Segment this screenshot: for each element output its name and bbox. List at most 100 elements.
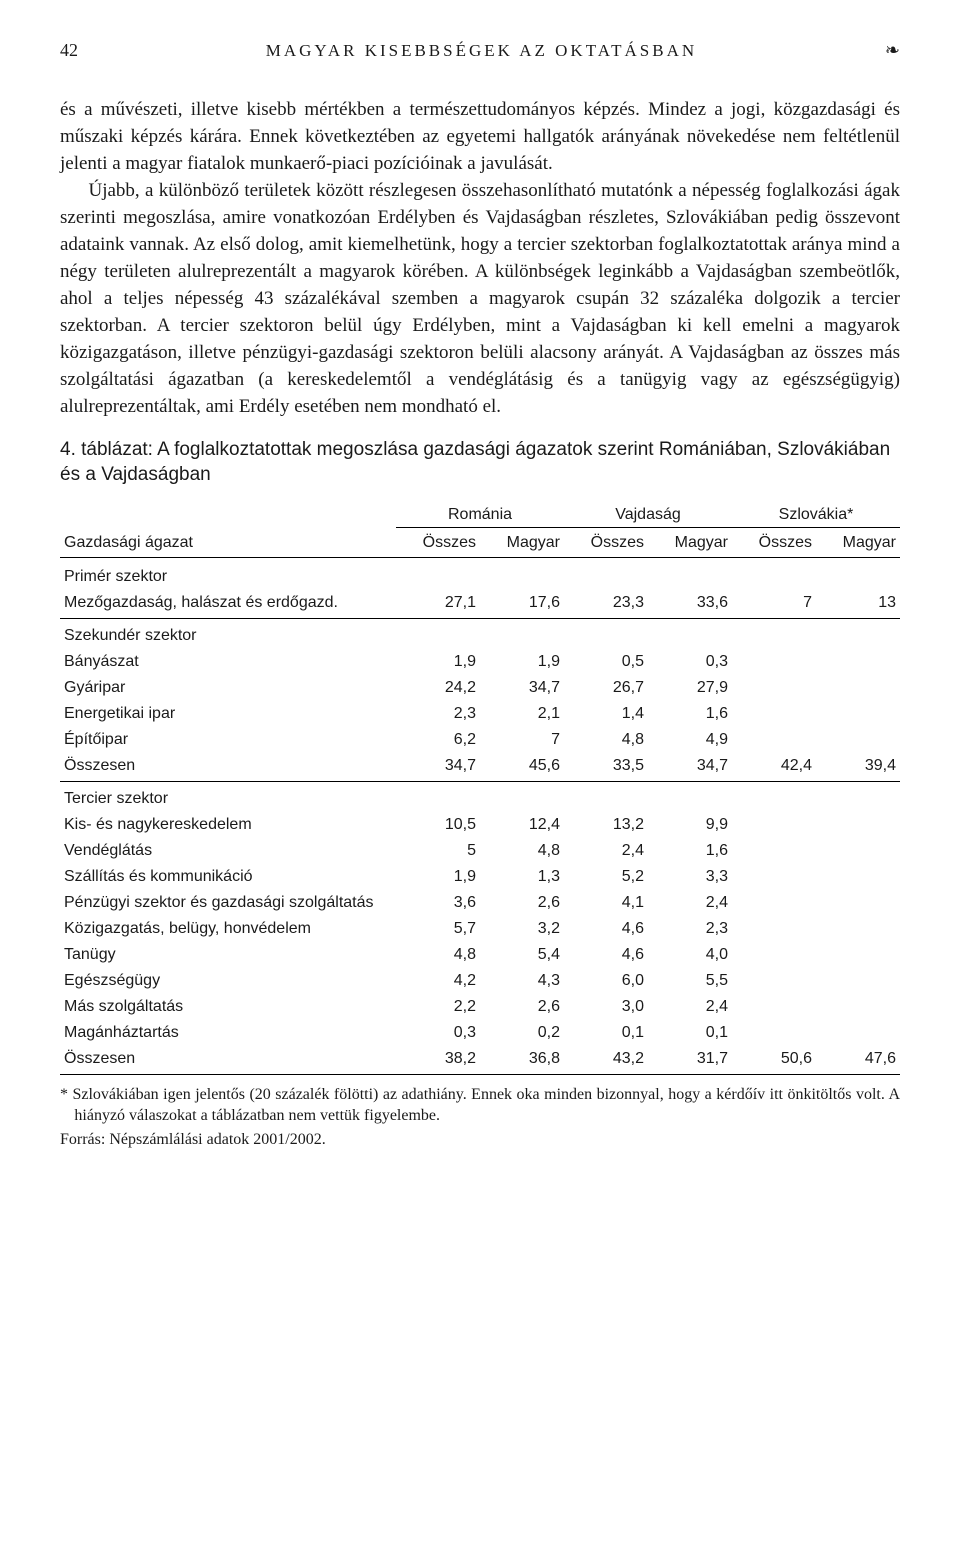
table-title: 4. táblázat: A foglalkoztatottak megoszl… [60,437,900,488]
cell [816,994,900,1020]
cell: 0,3 [648,649,732,675]
cell: 7 [732,590,816,619]
cell [732,727,816,753]
cell: 2,4 [564,838,648,864]
table-row: Magánháztartás 0,3 0,2 0,1 0,1 [60,1020,900,1046]
cell: 7 [480,727,564,753]
cell [816,968,900,994]
row-label: Pénzügyi szektor és gazdasági szolgáltat… [60,890,396,916]
row-label: Összesen [60,753,396,782]
cell [732,812,816,838]
row-label: Kis- és nagykereskedelem [60,812,396,838]
cell [816,864,900,890]
row-label: Magánháztartás [60,1020,396,1046]
cell: 2,6 [480,890,564,916]
cell [732,675,816,701]
cell: 13 [816,590,900,619]
cell: 4,8 [480,838,564,864]
row-label: Mezőgazdaság, halászat és erdőgazd. [60,590,396,619]
running-header: 42 MAGYAR KISEBBSÉGEK AZ OKTATÁSBAN ❧ [60,40,900,61]
table-section-tercier: Tercier szektor [60,781,900,812]
cell: 5 [396,838,480,864]
section-title: Tercier szektor [60,781,900,812]
cell [816,649,900,675]
cell [816,812,900,838]
cell: 2,6 [480,994,564,1020]
employment-table: Románia Vajdaság Szlovákia* Gazdasági ág… [60,502,900,1075]
table-section-szekunder: Szekundér szektor [60,618,900,649]
table-section-primer: Primér szektor [60,557,900,590]
cell [732,994,816,1020]
cell: 5,2 [564,864,648,890]
row-label: Közigazgatás, belügy, honvédelem [60,916,396,942]
cell: 6,0 [564,968,648,994]
table-header-vajdasag: Vajdaság [564,502,732,528]
section-title: Primér szektor [60,557,900,590]
table-header-szlovakia: Szlovákia* [732,502,900,528]
cell [816,942,900,968]
table-source: Forrás: Népszámlálási adatok 2001/2002. [60,1131,900,1149]
cell: 1,9 [480,649,564,675]
cell: 9,9 [648,812,732,838]
row-label: Energetikai ipar [60,701,396,727]
row-label: Egészségügy [60,968,396,994]
cell: 45,6 [480,753,564,782]
cell: 1,3 [480,864,564,890]
cell: 2,4 [648,890,732,916]
cell: 0,2 [480,1020,564,1046]
cell: 5,4 [480,942,564,968]
cell [732,838,816,864]
cell: 2,3 [648,916,732,942]
cell: 13,2 [564,812,648,838]
cell: 26,7 [564,675,648,701]
cell: 3,3 [648,864,732,890]
cell: 36,8 [480,1046,564,1075]
table-header-magyar: Magyar [816,527,900,557]
cell: 50,6 [732,1046,816,1075]
cell: 6,2 [396,727,480,753]
cell: 4,6 [564,916,648,942]
row-label: Vendéglátás [60,838,396,864]
table-row: Energetikai ipar 2,3 2,1 1,4 1,6 [60,701,900,727]
body-text: és a művészeti, illetve kisebb mértékben… [60,97,900,421]
cell: 2,4 [648,994,732,1020]
cell: 4,9 [648,727,732,753]
cell: 12,4 [480,812,564,838]
table-row: Gyáripar 24,2 34,7 26,7 27,9 [60,675,900,701]
cell: 4,2 [396,968,480,994]
cell: 33,6 [648,590,732,619]
cell: 1,6 [648,838,732,864]
table-row: Tanügy 4,8 5,4 4,6 4,0 [60,942,900,968]
cell: 38,2 [396,1046,480,1075]
cell: 23,3 [564,590,648,619]
table-row: Építőipar 6,2 7 4,8 4,9 [60,727,900,753]
cell: 31,7 [648,1046,732,1075]
table-row: Mezőgazdaság, halászat és erdőgazd. 27,1… [60,590,900,619]
cell: 33,5 [564,753,648,782]
cell [732,890,816,916]
cell: 4,1 [564,890,648,916]
cell: 47,6 [816,1046,900,1075]
table-header-magyar: Magyar [648,527,732,557]
table-header-magyar: Magyar [480,527,564,557]
row-label: Tanügy [60,942,396,968]
cell [732,942,816,968]
cell: 1,4 [564,701,648,727]
row-label: Bányászat [60,649,396,675]
cell [816,701,900,727]
cell [732,916,816,942]
cell [732,968,816,994]
table-sub-header-row: Gazdasági ágazat Összes Magyar Összes Ma… [60,527,900,557]
cell: 39,4 [816,753,900,782]
cell: 1,9 [396,649,480,675]
page-container: 42 MAGYAR KISEBBSÉGEK AZ OKTATÁSBAN ❧ és… [0,0,960,1199]
table-row: Pénzügyi szektor és gazdasági szolgáltat… [60,890,900,916]
cell [816,890,900,916]
table-row: Szállítás és kommunikáció 1,9 1,3 5,2 3,… [60,864,900,890]
cell: 34,7 [480,675,564,701]
cell [732,649,816,675]
cell: 1,6 [648,701,732,727]
ornament-icon: ❧ [885,40,900,61]
cell: 3,6 [396,890,480,916]
cell [732,864,816,890]
